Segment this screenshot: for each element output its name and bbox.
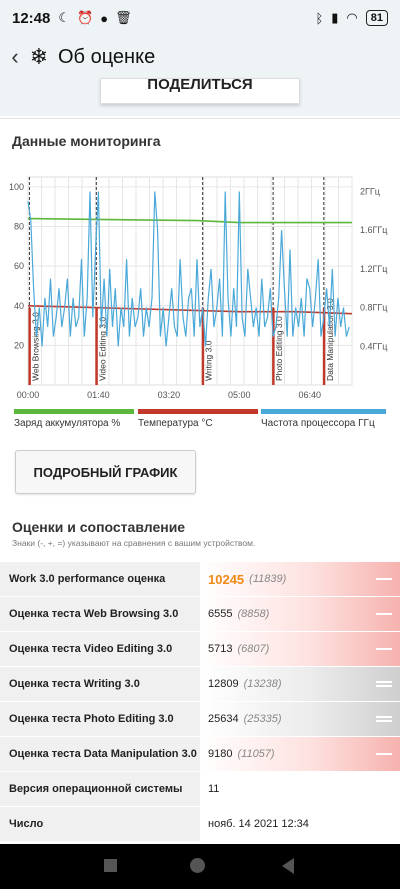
- alarm-icon: ⏰: [77, 10, 94, 25]
- table-row: Число нояб. 14 2021 12:34: [0, 807, 400, 842]
- battery-icon: 81: [365, 10, 388, 26]
- test-marker-label: Data Manipulation 3.0: [325, 298, 335, 381]
- scores-table: Work 3.0 performance оценка 10245 (11839)…: [0, 562, 400, 842]
- test-marker-bar: [322, 307, 326, 385]
- status-time: 12:48: [12, 9, 51, 27]
- status-bar: 12:48 ☾ ⏰ ● 🗑 ᛒ ▮ ◠ 81: [0, 0, 400, 36]
- test-marker-label: Photo Editing 3.0: [274, 316, 284, 381]
- y-tick-label: 20: [14, 340, 24, 350]
- snowflake-icon: ❄: [29, 44, 49, 69]
- equal-icon: [376, 715, 392, 723]
- minus-icon: [376, 645, 392, 653]
- signal-icon: ▮: [331, 10, 339, 25]
- home-icon[interactable]: [190, 858, 205, 873]
- table-row: Оценка теста Video Editing 3.0 5713 (6807…: [0, 632, 400, 667]
- minus-icon: [376, 610, 392, 618]
- x-tick-label: 01:40: [87, 390, 110, 400]
- trash-icon: 🗑: [115, 10, 132, 25]
- bluetooth-icon: ᛒ: [315, 10, 324, 26]
- navigation-bar: [0, 844, 400, 889]
- test-marker-bar: [201, 307, 205, 385]
- app-notification-icon: ●: [100, 10, 109, 26]
- table-row: Оценка теста Web Browsing 3.0 6555 (8858): [0, 597, 400, 632]
- recents-icon[interactable]: [104, 859, 117, 872]
- share-button[interactable]: ПОДЕЛИТЬСЯ: [100, 78, 300, 104]
- y2-tick-label: 2ГГц: [360, 187, 380, 197]
- y-tick-label: 100: [9, 182, 24, 192]
- app-bar: ‹ ❄ Об оценке: [0, 36, 400, 78]
- minus-icon: [376, 750, 392, 758]
- detailed-chart-button[interactable]: ПОДРОБНЫЙ ГРАФИК: [15, 450, 196, 494]
- y2-tick-label: 1.6ГГц: [360, 225, 387, 235]
- chart-svg: 20 40 60 80 100 0.4ГГц 0.8ГГц 1.2ГГц 1.6ГГц 2ГГц 0…: [9, 176, 387, 400]
- legend-battery: Заряд аккумулятора %: [14, 409, 134, 429]
- y-tick-label: 40: [14, 301, 24, 311]
- test-marker-label: Writing 3.0: [204, 340, 214, 381]
- test-marker-bar: [272, 307, 275, 385]
- y2-tick-label: 1.2ГГц: [360, 264, 387, 274]
- legend-temperature: Температура °C: [138, 409, 258, 429]
- back-icon[interactable]: [282, 858, 294, 874]
- page-title: Об оценке: [58, 45, 156, 68]
- minus-icon: [376, 575, 392, 583]
- test-marker-label: Web Browsing 3.0: [30, 312, 40, 381]
- scores-note: Знаки (-, +, =) указывают на сравнения с…: [12, 538, 256, 548]
- x-tick-label: 06:40: [298, 390, 321, 400]
- x-tick-label: 00:00: [17, 390, 40, 400]
- moon-icon: ☾: [58, 10, 71, 25]
- test-marker-bar: [95, 307, 98, 385]
- test-marker-label: Video Editing 3.0: [97, 317, 107, 381]
- monitoring-card: Данные мониторинга 20 40 60 80 100 0.4ГГц 0.8Г…: [0, 118, 400, 844]
- table-row: Оценка теста Writing 3.0 12809 (13238): [0, 667, 400, 702]
- y-tick-label: 80: [14, 222, 24, 232]
- y-tick-label: 60: [14, 261, 24, 271]
- series-line-2: [27, 191, 350, 347]
- table-row: Оценка теста Photo Editing 3.0 25634 (253…: [0, 702, 400, 737]
- table-row: Work 3.0 performance оценка 10245 (11839): [0, 562, 400, 597]
- scores-title: Оценки и сопоставление: [12, 519, 186, 535]
- test-marker-bar: [28, 307, 31, 385]
- equal-icon: [376, 680, 392, 688]
- y2-tick-label: 0.8ГГц: [360, 303, 387, 313]
- y2-tick-label: 0.4ГГц: [360, 341, 387, 351]
- wifi-icon: ◠: [346, 10, 358, 25]
- series-line-0: [27, 217, 352, 224]
- back-arrow-icon[interactable]: ‹: [11, 44, 19, 69]
- x-tick-label: 05:00: [228, 390, 251, 400]
- chart-legend: Заряд аккумулятора % Температура °C Част…: [14, 409, 386, 439]
- x-tick-label: 03:20: [158, 390, 181, 400]
- monitoring-title: Данные мониторинга: [12, 133, 161, 149]
- table-row: Версия операционной системы 11: [0, 772, 400, 807]
- monitoring-chart: 20 40 60 80 100 0.4ГГц 0.8ГГц 1.2ГГц 1.6ГГц 2ГГц 0…: [0, 173, 400, 413]
- table-row: Оценка теста Data Manipulation 3.0 9180(…: [0, 737, 400, 772]
- legend-cpu-frequency: Частота процессора ГГц: [261, 409, 386, 429]
